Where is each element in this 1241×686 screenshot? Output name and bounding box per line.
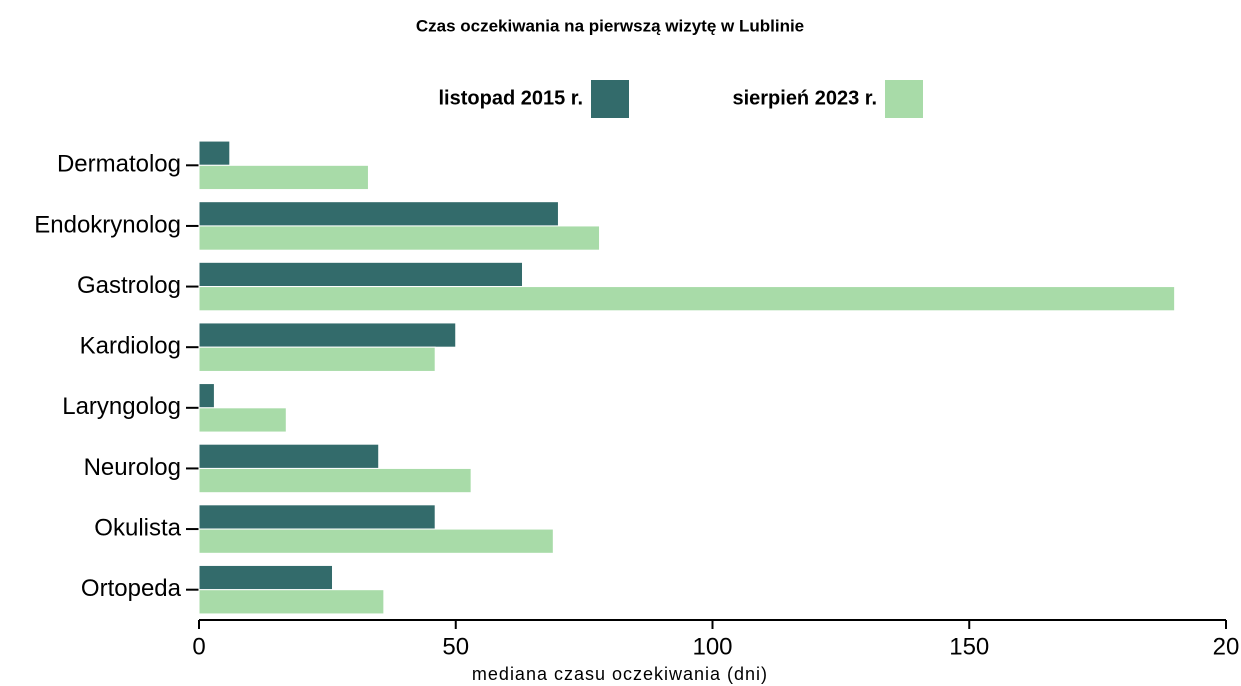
x-axis-label: mediana czasu oczekiwania (dni) [472, 664, 768, 684]
bar [198, 322, 457, 348]
chart-title: Czas oczekiwania na pierwszą wizytę w Lu… [416, 16, 804, 35]
bar [198, 383, 215, 409]
y-tick-label: Gastrolog [77, 272, 181, 299]
y-tick-label: Neurolog [84, 454, 181, 481]
bar [198, 286, 1176, 312]
legend-swatch [591, 80, 629, 118]
bar [198, 346, 436, 372]
bar [198, 564, 334, 591]
y-tick-label: Okulista [94, 514, 181, 541]
bar [198, 407, 287, 433]
bar [198, 467, 472, 494]
bar [198, 589, 385, 615]
y-tick-label: Kardiolog [80, 333, 181, 360]
bar [198, 443, 380, 469]
x-tick-label: 0 [192, 633, 205, 660]
bar [198, 261, 524, 288]
bar [198, 164, 369, 191]
bar [198, 504, 436, 530]
x-tick-label: 50 [442, 633, 469, 660]
legend-label: listopad 2015 r. [438, 87, 583, 109]
y-tick-label: Laryngolog [62, 393, 181, 420]
x-tick-label: 150 [949, 633, 989, 660]
legend-swatch [885, 80, 923, 118]
y-tick-label: Endokrynolog [34, 211, 181, 238]
bar [198, 140, 231, 166]
bar [198, 528, 554, 554]
y-tick-label: Dermatolog [57, 151, 181, 178]
x-tick-label: 100 [692, 633, 732, 660]
bar [198, 201, 559, 227]
legend-label: sierpień 2023 r. [732, 87, 877, 109]
bar [198, 225, 601, 251]
y-tick-label: Ortopeda [81, 575, 182, 602]
x-tick-label: 20 [1213, 633, 1240, 660]
